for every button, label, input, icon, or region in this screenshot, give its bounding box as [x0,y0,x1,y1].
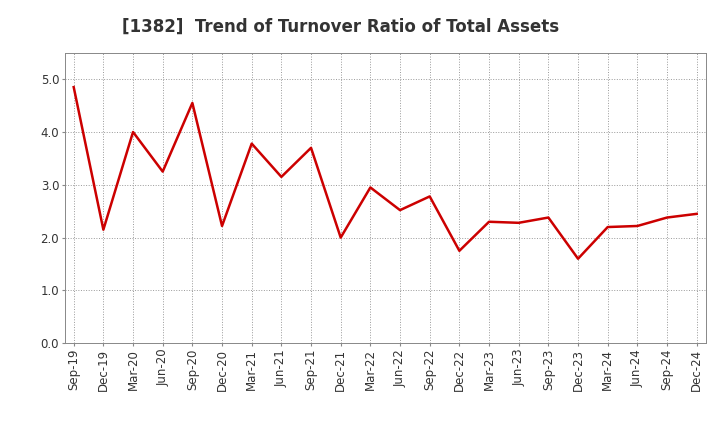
Text: [1382]  Trend of Turnover Ratio of Total Assets: [1382] Trend of Turnover Ratio of Total … [122,18,559,36]
